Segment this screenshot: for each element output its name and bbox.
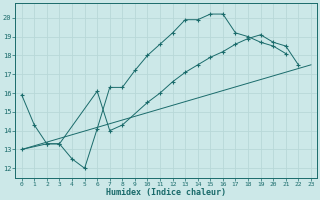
X-axis label: Humidex (Indice chaleur): Humidex (Indice chaleur) [106,188,226,197]
